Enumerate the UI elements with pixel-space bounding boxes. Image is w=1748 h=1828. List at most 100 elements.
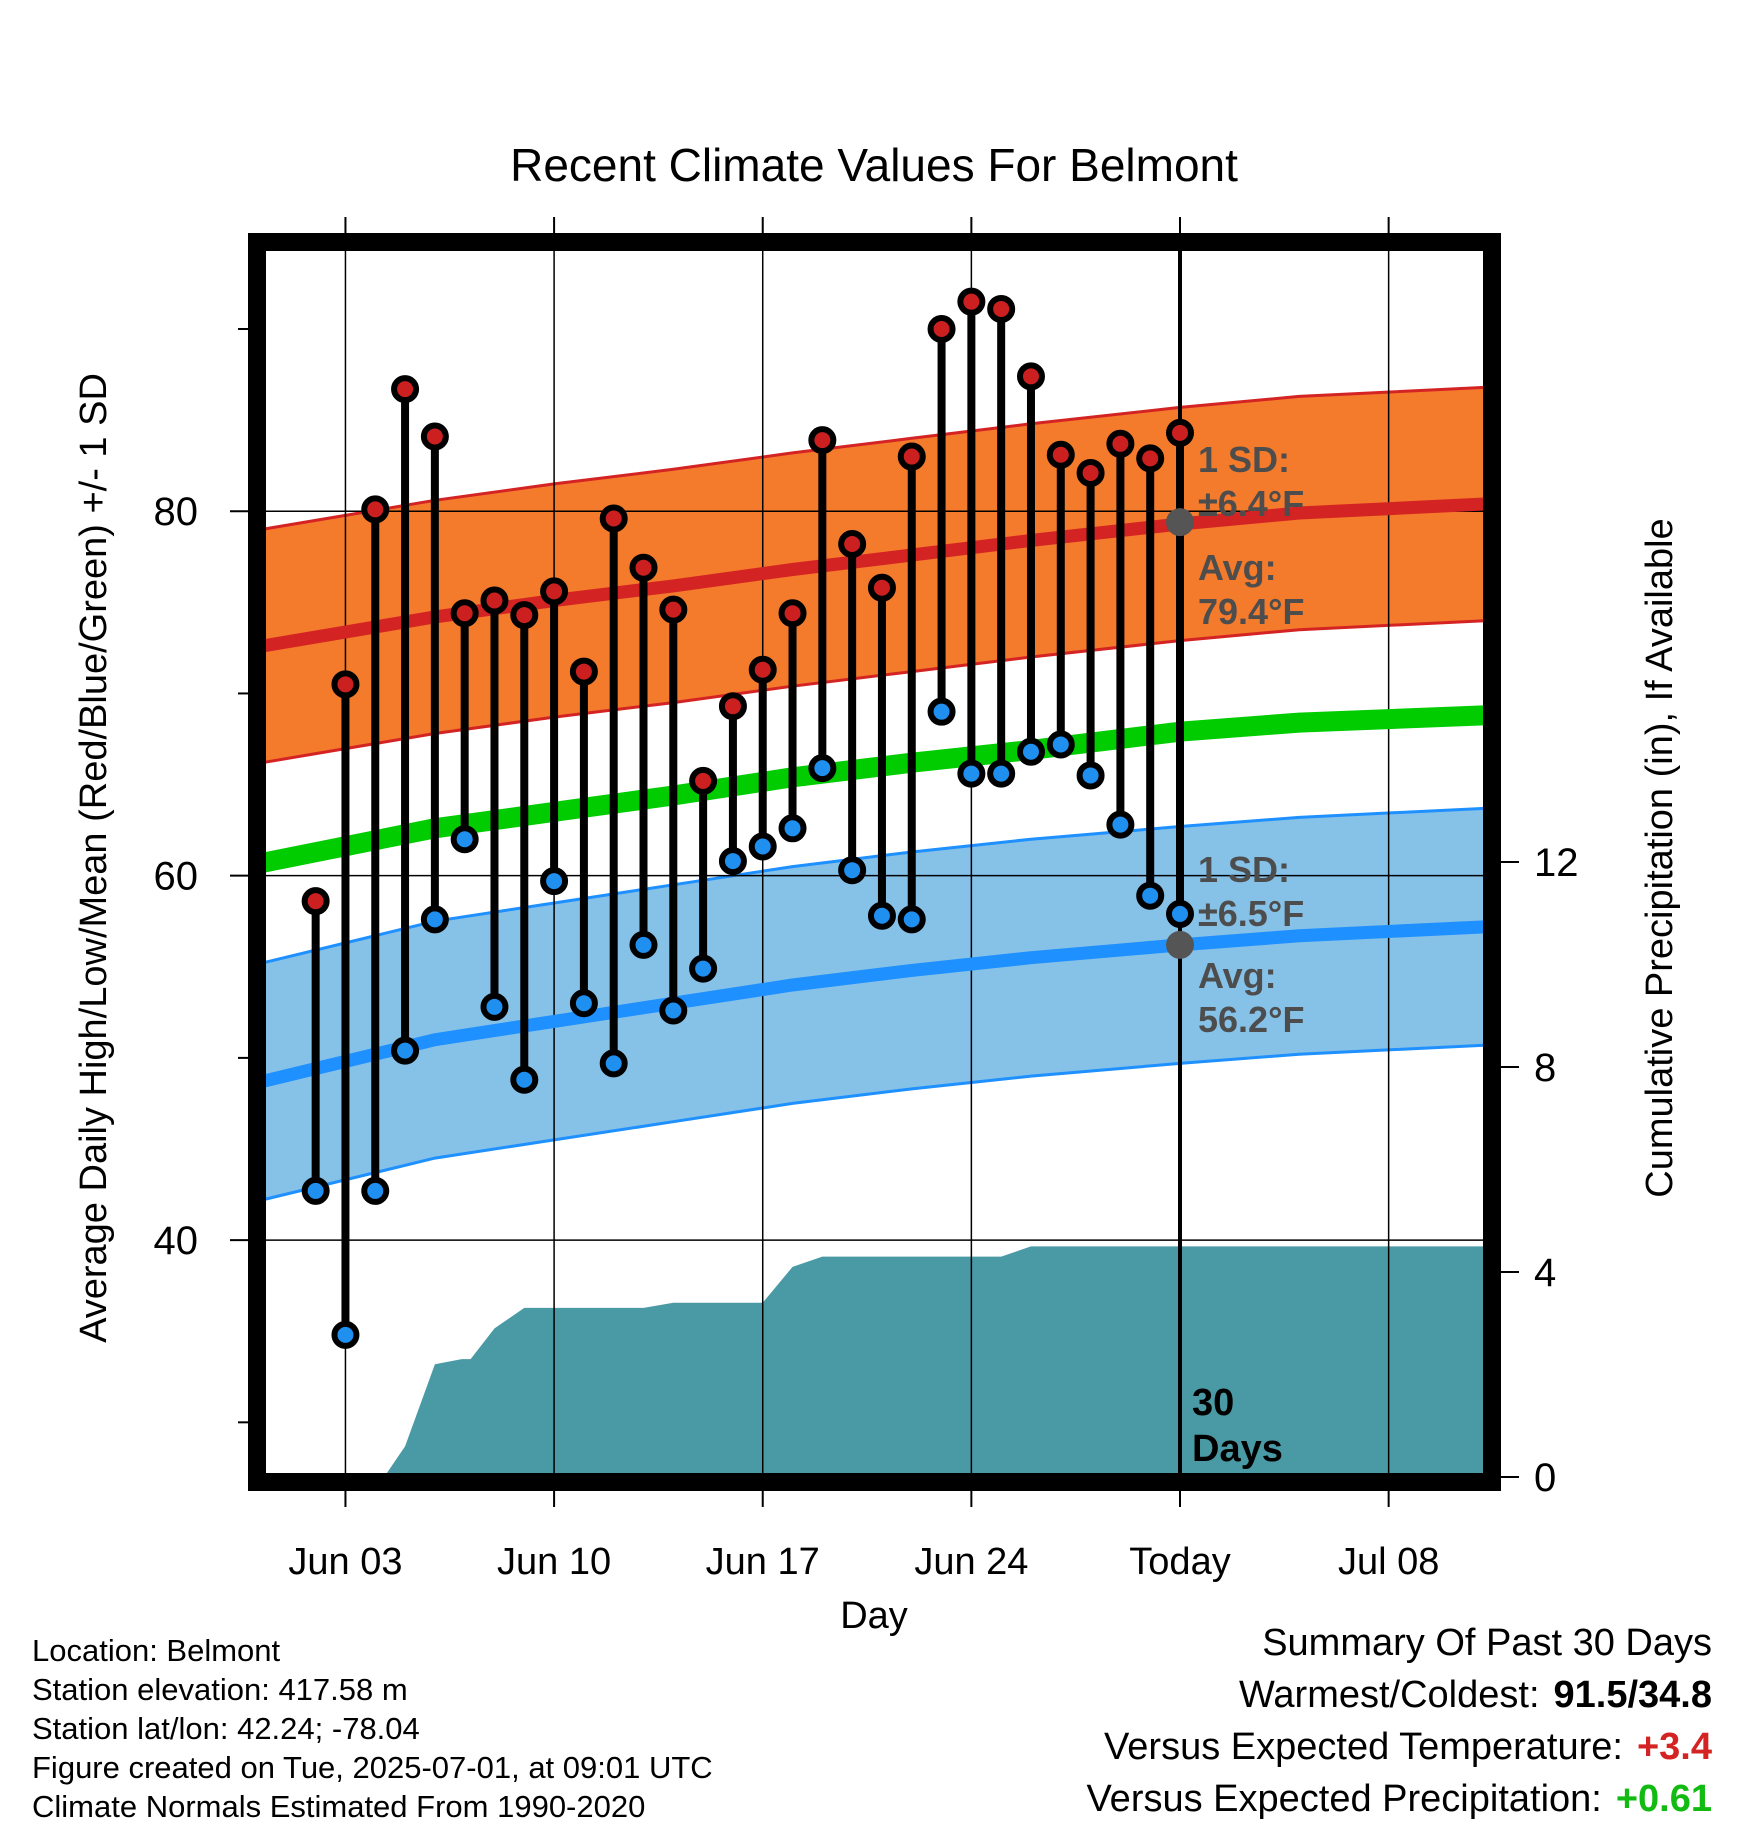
info-location: Location: Belmont [32, 1633, 281, 1668]
high-point [867, 573, 896, 602]
summary-warm-cold: Warmest/Coldest: 91.5/34.8 [1239, 1674, 1712, 1717]
high-point [629, 553, 658, 582]
temp-label: Versus Expected Temperature: [1104, 1726, 1623, 1768]
low-point [659, 996, 688, 1025]
high-sd-annotation: 1 SD: ±6.4°F [1198, 439, 1304, 524]
x-tick-label: Jun 17 [706, 1541, 820, 1583]
low-point [1016, 737, 1045, 766]
low-point [778, 814, 807, 843]
warm-cold-value: 91.5/34.8 [1553, 1674, 1712, 1716]
high-point [391, 375, 420, 404]
high-avg-marker [1166, 508, 1195, 537]
high-point [569, 657, 598, 686]
high-point [659, 595, 688, 624]
low-point [957, 759, 986, 788]
today-days-label: 30 Days [1192, 1382, 1283, 1470]
low-point [361, 1176, 390, 1205]
low-sd-annotation: 1 SD: ±6.5°F [1198, 849, 1304, 934]
low-sd-band-lower-edge [261, 1043, 1488, 1202]
low-point [599, 1049, 628, 1078]
plot-frame [248, 233, 1501, 1491]
high-sd-band-upper-edge [261, 385, 1488, 531]
low-point [629, 930, 658, 959]
high-point [420, 422, 449, 451]
high-point [1136, 444, 1165, 473]
low-point [510, 1065, 539, 1094]
precipitation-area [384, 1246, 1488, 1477]
low-point [927, 697, 956, 726]
high-point [778, 599, 807, 628]
y-tick-label: 60 [154, 855, 199, 899]
y2-tick-label: 4 [1534, 1251, 1556, 1295]
low-point [1106, 810, 1135, 839]
info-elevation: Station elevation: 417.58 m [32, 1672, 408, 1707]
high-point [748, 655, 777, 684]
low-point [331, 1320, 360, 1349]
y2-tick-label: 0 [1534, 1456, 1556, 1500]
y-tick-label: 80 [154, 490, 199, 534]
high-point [987, 294, 1016, 323]
high-point [510, 601, 539, 630]
info-latlon: Station lat/lon: 42.24; -78.04 [32, 1711, 420, 1746]
low-point [480, 992, 509, 1021]
high-point [808, 426, 837, 455]
low-point [1076, 761, 1105, 790]
high-point [838, 530, 867, 559]
low-point [569, 989, 598, 1018]
normal-low-line [260, 920, 1488, 1088]
low-point [748, 832, 777, 861]
chart-title: Recent Climate Values For Belmont [510, 139, 1238, 191]
info-normals: Climate Normals Estimated From 1990-2020 [32, 1789, 646, 1824]
low-point [1046, 730, 1075, 759]
high-point [718, 692, 747, 721]
high-point [301, 887, 330, 916]
high-point [1076, 458, 1105, 487]
low-point [1166, 899, 1195, 928]
low-avg-marker [1166, 930, 1195, 959]
high-point [599, 504, 628, 533]
y2-tick-label: 8 [1534, 1046, 1556, 1090]
y2-axis-label: Cumulative Precipitation (in), If Availa… [1639, 518, 1681, 1197]
summary-temp: Versus Expected Temperature: +3.4 [1104, 1726, 1712, 1769]
low-point [867, 901, 896, 930]
x-tick-label: Jul 08 [1338, 1541, 1439, 1583]
plot-area: 1 SD: ±6.4°F Avg: 79.4°F 1 SD: ±6.5°F Avg: 56.2… [154, 217, 1579, 1583]
high-point [1166, 418, 1195, 447]
x-tick-label: Today [1129, 1541, 1230, 1583]
high-point [361, 495, 390, 524]
high-point [897, 442, 926, 471]
high-point [957, 287, 986, 316]
precip-value: +0.61 [1615, 1778, 1712, 1820]
y-tick-label: 40 [154, 1219, 199, 1263]
low-point [1136, 881, 1165, 910]
low-point [420, 905, 449, 934]
temp-value: +3.4 [1636, 1726, 1712, 1768]
x-tick-label: Jun 03 [288, 1541, 402, 1583]
low-point [689, 954, 718, 983]
y-axis-label: Average Daily High/Low/Mean (Red/Blue/Gr… [73, 373, 115, 1343]
x-tick-label: Jun 24 [914, 1541, 1028, 1583]
y2-tick-label: 12 [1534, 841, 1579, 885]
low-point [987, 759, 1016, 788]
summary-title: Summary Of Past 30 Days [1262, 1622, 1712, 1664]
high-point [331, 670, 360, 699]
low-point [808, 754, 837, 783]
low-point [897, 905, 926, 934]
high-point [689, 766, 718, 795]
info-created: Figure created on Tue, 2025-07-01, at 09… [32, 1750, 713, 1785]
low-point [450, 825, 479, 854]
high-point [540, 577, 569, 606]
high-avg-annotation: Avg: 79.4°F [1198, 547, 1304, 632]
warm-cold-label: Warmest/Coldest: [1238, 1674, 1540, 1716]
high-point [927, 315, 956, 343]
summary-precip: Versus Expected Precipitation: +0.61 [1086, 1778, 1712, 1821]
high-point [1016, 362, 1045, 391]
low-point [391, 1036, 420, 1065]
x-axis-label: Day [840, 1595, 908, 1637]
high-point [450, 599, 479, 628]
x-tick-label: Jun 10 [497, 1541, 611, 1583]
low-point [838, 856, 867, 885]
low-point [718, 847, 747, 876]
low-point [301, 1176, 330, 1205]
